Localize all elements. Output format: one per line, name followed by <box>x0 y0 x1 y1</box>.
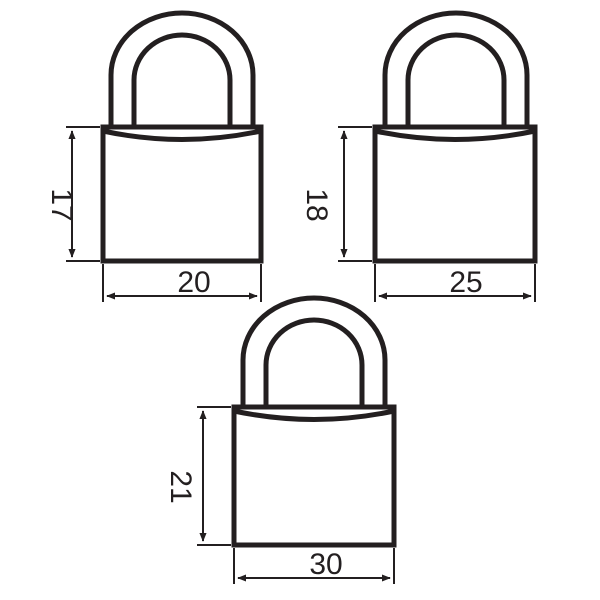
padlock-icon <box>100 10 264 264</box>
height-dimension: 21 <box>164 406 231 546</box>
width-label: 30 <box>309 548 342 581</box>
lock-body <box>231 404 397 548</box>
shackle <box>108 10 256 127</box>
height-dimension: 17 <box>45 126 100 262</box>
shackle <box>240 295 388 407</box>
width-dimension: 25 <box>374 264 536 302</box>
padlock-3: 21 30 <box>164 295 397 584</box>
shackle-inner <box>405 32 507 127</box>
body-top-curve <box>374 128 536 142</box>
width-label: 20 <box>177 266 210 299</box>
padlock-2: 18 25 <box>300 10 538 302</box>
width-dimension: 20 <box>102 264 262 302</box>
width-dimension: 30 <box>233 548 395 584</box>
height-label: 21 <box>164 470 197 503</box>
body-top-curve <box>102 128 262 142</box>
shackle <box>382 10 530 127</box>
lock-body <box>372 124 538 264</box>
height-label: 18 <box>300 188 333 221</box>
padlock-icon <box>231 295 397 548</box>
shackle-inner <box>263 317 365 407</box>
padlock-icon <box>372 10 538 264</box>
padlock-1: 17 20 <box>45 10 264 302</box>
lock-body <box>100 124 264 264</box>
width-label: 25 <box>449 266 482 299</box>
height-dimension: 18 <box>300 126 372 262</box>
height-label: 17 <box>45 188 78 221</box>
body-top-curve <box>233 408 395 422</box>
shackle-inner <box>131 32 233 127</box>
